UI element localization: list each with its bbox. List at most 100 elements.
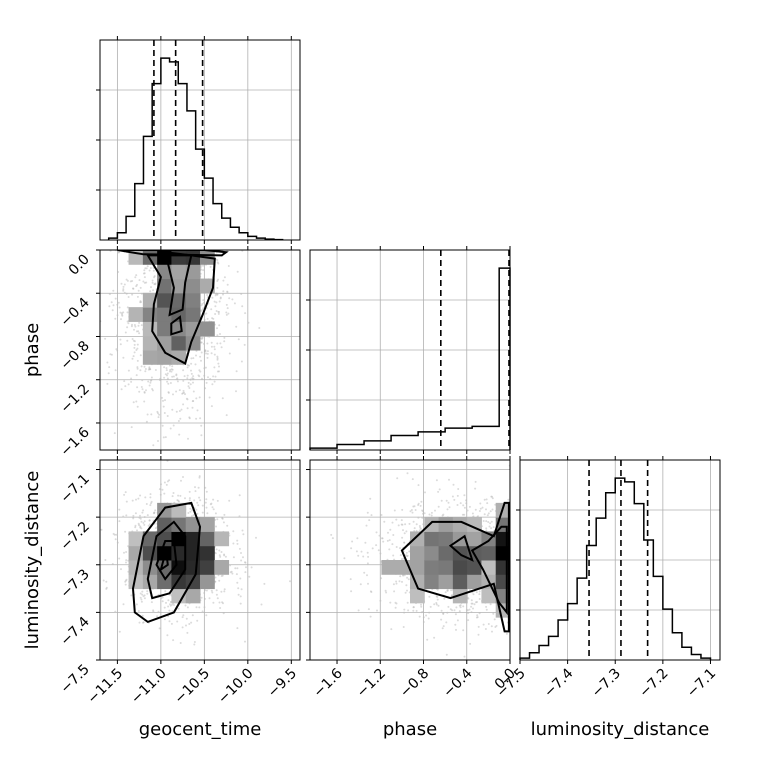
scatter-point xyxy=(141,379,144,382)
scatter-point xyxy=(182,476,184,478)
scatter-point xyxy=(487,623,490,625)
scatter-point xyxy=(420,500,423,503)
scatter-point xyxy=(154,369,157,371)
scatter-point xyxy=(210,405,213,408)
scatter-point xyxy=(116,334,118,337)
scatter-point xyxy=(479,502,482,505)
scatter-point xyxy=(122,603,125,606)
scatter-point xyxy=(220,590,223,593)
density-cell xyxy=(171,250,187,265)
scatter-point xyxy=(120,282,123,285)
scatter-point xyxy=(440,499,443,502)
density-cell xyxy=(467,574,482,590)
scatter-point xyxy=(485,527,488,530)
scatter-point xyxy=(394,606,397,609)
scatter-point xyxy=(108,366,111,369)
scatter-point xyxy=(119,338,122,341)
xtick-label-geocent-time: −11.0 xyxy=(128,666,170,708)
scatter-point xyxy=(417,516,420,519)
scatter-point xyxy=(485,529,488,532)
scatter-point xyxy=(412,505,415,508)
scatter-point xyxy=(467,612,470,615)
scatter-point xyxy=(204,597,206,600)
scatter-point xyxy=(474,480,477,483)
density-cell xyxy=(438,531,454,547)
scatter-point xyxy=(121,314,124,317)
scatter-point xyxy=(178,389,181,392)
density-cell xyxy=(185,278,201,294)
scatter-point xyxy=(409,510,412,513)
scatter-point xyxy=(192,514,195,517)
scatter-point xyxy=(132,287,134,290)
scatter-point xyxy=(237,593,240,596)
density-cell xyxy=(185,321,201,337)
scatter-point xyxy=(366,511,369,514)
density-cell xyxy=(410,588,425,604)
scatter-point xyxy=(452,483,455,486)
scatter-point xyxy=(366,562,369,565)
hist-frame xyxy=(99,39,301,241)
scatter-point xyxy=(381,537,383,540)
scatter-point xyxy=(222,279,225,282)
scatter-point xyxy=(149,496,152,499)
density-cell xyxy=(438,560,454,575)
scatter-point xyxy=(236,627,239,630)
density-cell xyxy=(200,545,215,561)
scatter-point xyxy=(440,609,443,612)
scatter-point xyxy=(430,511,433,514)
scatter-point xyxy=(232,542,235,545)
scatter-point xyxy=(216,280,219,282)
density-shading xyxy=(381,502,510,618)
scatter-point xyxy=(133,328,135,331)
scatter-point xyxy=(181,626,184,629)
scatter-point xyxy=(216,370,219,373)
scatter-point xyxy=(172,492,175,494)
scatter-point xyxy=(136,366,139,369)
scatter-point xyxy=(169,600,172,603)
scatter-point xyxy=(151,281,154,284)
scatter-point xyxy=(447,501,450,504)
scatter-point xyxy=(491,630,493,633)
scatter-point xyxy=(232,556,235,559)
scatter-point xyxy=(229,564,232,567)
scatter-point xyxy=(208,396,211,399)
scatter-point xyxy=(471,602,474,605)
scatter-point xyxy=(118,251,120,254)
scatter-point xyxy=(187,512,190,514)
scatter-point xyxy=(489,510,492,513)
scatter-point xyxy=(490,495,493,498)
density-cell xyxy=(157,292,172,308)
density-cell xyxy=(424,531,440,547)
scatter-point xyxy=(124,331,127,334)
scatter-point xyxy=(357,609,360,612)
scatter-point xyxy=(505,632,508,635)
scatter-point xyxy=(188,490,191,493)
scatter-point xyxy=(435,595,438,597)
scatter-point xyxy=(143,276,146,279)
scatter-point xyxy=(163,481,166,484)
scatter-point xyxy=(217,312,220,315)
scatter-point xyxy=(138,524,141,527)
scatter-point xyxy=(455,628,457,631)
scatter-point xyxy=(163,606,166,609)
scatter-point xyxy=(197,504,200,507)
scatter-point xyxy=(427,617,430,620)
scatter-point xyxy=(177,494,180,497)
scatter-point xyxy=(232,530,235,533)
scatter-point xyxy=(389,528,392,531)
scatter-point xyxy=(188,364,190,367)
scatter-point xyxy=(447,605,450,608)
scatter-point xyxy=(136,359,139,362)
scatter-point xyxy=(152,512,155,515)
scatter-point xyxy=(201,610,204,613)
scatter-point xyxy=(142,621,144,624)
density-cell xyxy=(171,278,187,294)
scatter-point xyxy=(451,594,453,597)
scatter-point xyxy=(146,413,149,416)
scatter-point xyxy=(185,617,188,620)
scatter-point xyxy=(105,587,108,590)
scatter-point xyxy=(205,312,208,315)
scatter-point xyxy=(130,325,133,328)
scatter-point xyxy=(171,365,174,368)
scatter-point xyxy=(367,555,370,558)
